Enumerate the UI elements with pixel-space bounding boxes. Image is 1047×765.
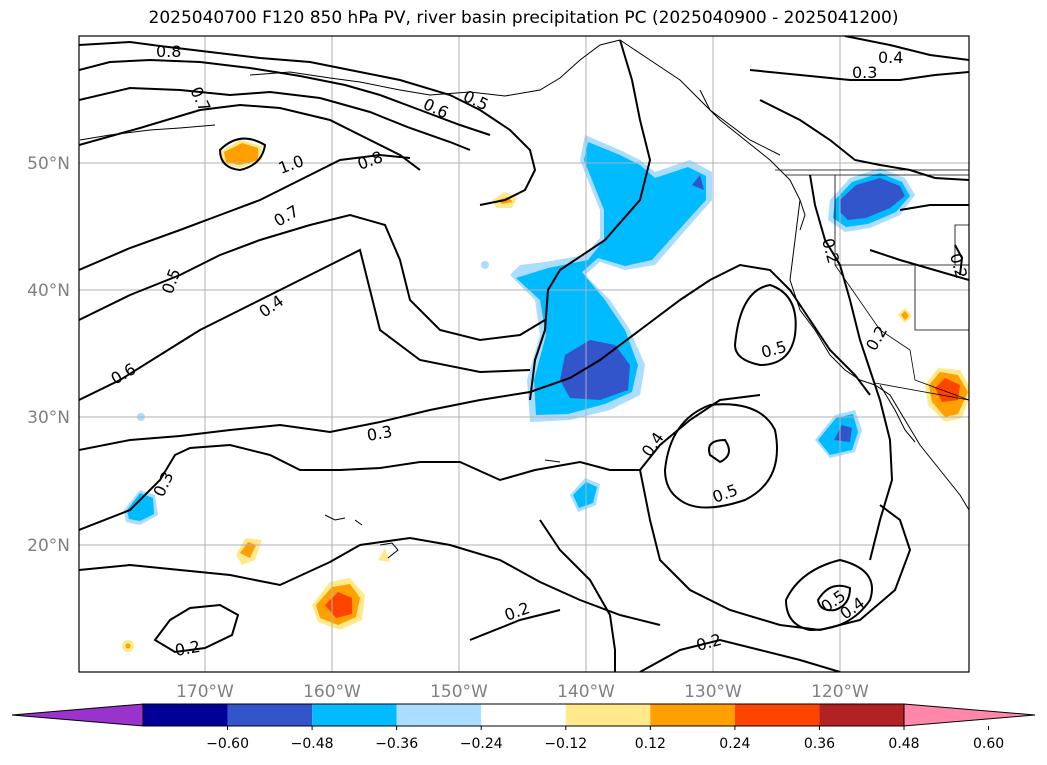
colorbar-tick-label: −0.36 [375,736,418,752]
plot-area: 0.8 0.7 0.6 0.5 0.3 0.4 1.0 0.8 0.7 0.5 … [79,36,971,672]
contour-label: 0.2 [946,251,971,281]
colorbar-outline [142,703,905,727]
colorbar-bin [312,704,397,726]
graticule [79,36,969,672]
colorbar-tick-label: 0.24 [719,736,750,752]
lat-label: 40°N [27,281,70,301]
colorbar-bin [650,704,735,726]
lat-label: 20°N [27,536,70,556]
colorbar-tick-label: 0.48 [888,736,919,752]
colorbar-bin [734,704,820,726]
lon-label: 170°W [176,682,234,702]
colorbar-tick-label: −0.12 [544,736,587,752]
lon-label: 160°W [303,682,361,702]
colorbar-tick-label: 0.36 [804,736,835,752]
colorbar-bin [227,704,313,726]
contour-label: 0.3 [365,422,393,445]
lat-label: 30°N [27,408,70,428]
precipitation-shading [122,135,969,652]
contour-label: 0.2 [173,637,201,660]
colorbar-bin [481,704,566,726]
lon-label: 140°W [557,682,615,702]
lon-label: 150°W [430,682,488,702]
colorbar-tick-label: −0.24 [460,736,503,752]
colorbar-extend-high [903,703,1036,727]
plot-frame [78,35,970,673]
colorbar-tick-label: 0.12 [635,736,666,752]
longitude-labels: 170°W 160°W 150°W 140°W 130°W 120°W [176,682,869,702]
colorbar-extend-low [11,703,144,727]
contour-label: 0.4 [878,48,903,67]
colorbar-bin [565,704,651,726]
colorbar: −0.60 −0.48 −0.36 −0.24 −0.12 0.12 0.24 0.36 0.4… [11,703,1036,752]
colorbar-bin [396,704,482,726]
pv-contours [79,36,969,672]
contour-label: 0.3 [852,63,877,82]
colorbar-bin [819,704,904,726]
colorbar-tick-label: −0.48 [291,736,334,752]
lon-label: 130°W [684,682,742,702]
lat-label: 50°N [27,154,70,174]
colorbar-tick-label: 0.60 [973,736,1004,752]
colorbar-bin [143,704,228,726]
map-title: 2025040700 F120 850 hPa PV, river basin … [148,8,899,28]
contour-label: 0.8 [156,42,181,61]
colorbar-tick-label: −0.60 [206,736,249,752]
lon-label: 120°W [811,682,869,702]
latitude-labels: 50°N 40°N 30°N 20°N [27,154,70,556]
